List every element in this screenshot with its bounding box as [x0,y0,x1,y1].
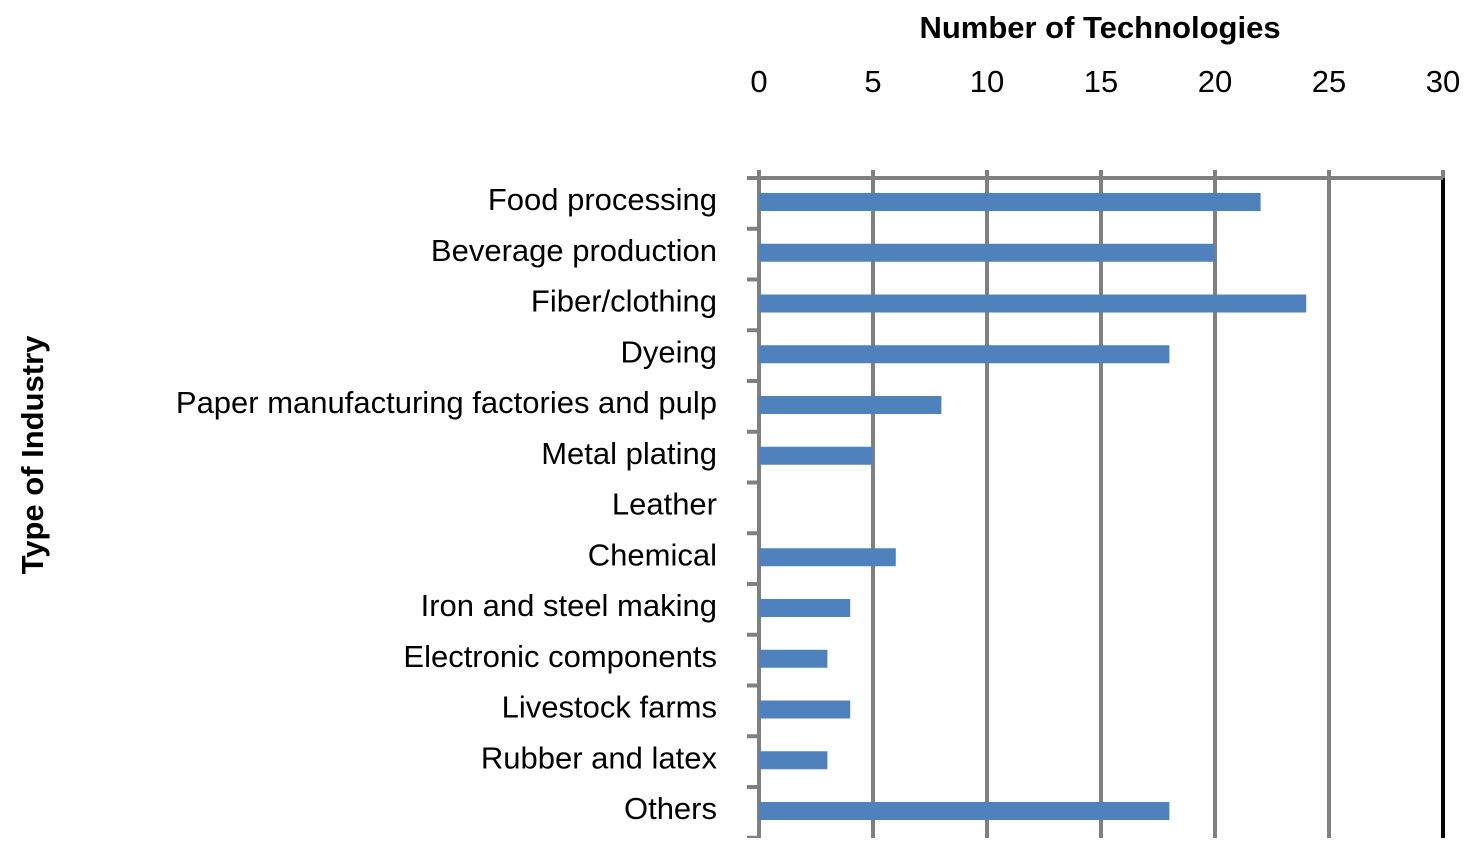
chart-title: Number of Technologies [919,10,1280,45]
x-tick-label: 30 [1426,64,1460,99]
y-tick-label: Livestock farms [502,690,717,725]
x-tick-label: 5 [864,64,881,99]
bar [759,294,1307,313]
bar [759,345,1170,364]
y-tick-label: Dyeing [621,334,718,369]
bar [759,548,896,567]
bar [759,751,828,770]
y-tick-label: Iron and steel making [421,588,717,623]
y-tick-label: Others [624,791,717,826]
x-tick-label: 25 [1312,64,1346,99]
x-tick-label: 20 [1198,64,1232,99]
y-tick-label: Paper manufacturing factories and pulp [176,385,717,420]
y-tick-label: Beverage production [431,233,717,268]
bar [759,243,1215,262]
y-tick-label: Fiber/clothing [531,284,717,319]
bar [759,396,942,414]
y-tick-label: Leather [612,487,717,522]
bar [759,193,1261,211]
bar [759,649,828,668]
y-tick-label: Rubber and latex [481,740,718,775]
x-tick-label: 15 [1084,64,1118,99]
x-tick-label: 0 [750,64,767,99]
bar [759,700,851,719]
y-tick-label: Food processing [488,182,717,217]
y-tick-label: Chemical [588,537,717,572]
bar [759,599,851,617]
y-tick-label: Electronic components [403,639,717,674]
y-tick-label: Metal plating [541,436,717,471]
y-axis-label: Type of Industry [15,335,50,575]
bar [759,802,1170,820]
bar [759,446,873,465]
x-tick-label: 10 [970,64,1004,99]
